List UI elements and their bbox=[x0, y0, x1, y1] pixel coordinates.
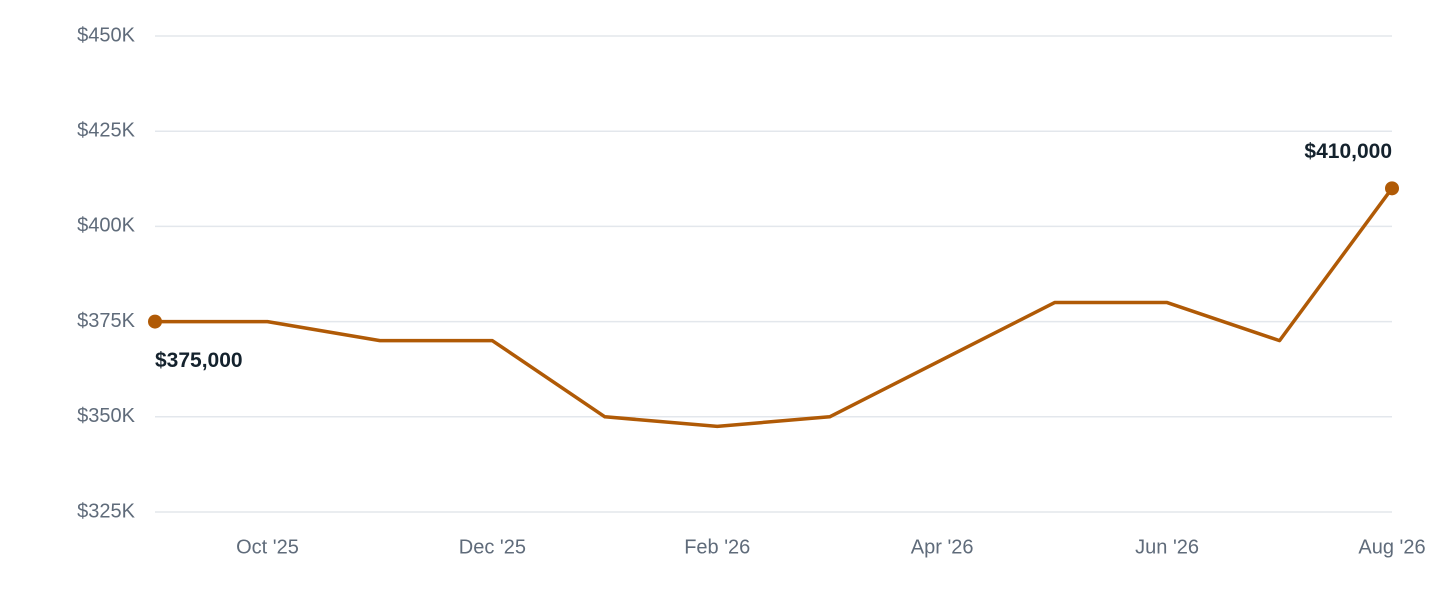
x-tick-label: Dec '25 bbox=[459, 536, 526, 558]
line bbox=[155, 187, 1394, 429]
y-tick-label: $450K bbox=[77, 24, 135, 46]
x-tick-label: Aug '26 bbox=[1358, 536, 1425, 558]
x-tick-label: Oct '25 bbox=[236, 536, 299, 558]
value-label: $410,000 bbox=[1304, 140, 1392, 163]
end-point bbox=[1385, 181, 1399, 196]
y-tick-label: $350K bbox=[77, 405, 135, 427]
y-tick-label: $400K bbox=[77, 215, 135, 237]
end-point bbox=[148, 314, 162, 329]
x-tick-label: Jun '26 bbox=[1135, 536, 1199, 558]
y-tick-label: $325K bbox=[77, 500, 135, 522]
y-tick-label: $375K bbox=[77, 310, 135, 332]
x-tick-label: Apr '26 bbox=[911, 536, 974, 558]
x-tick-label: Feb '26 bbox=[684, 536, 750, 558]
y-tick-label: $425K bbox=[77, 119, 135, 141]
value-label: $375,000 bbox=[155, 349, 243, 372]
